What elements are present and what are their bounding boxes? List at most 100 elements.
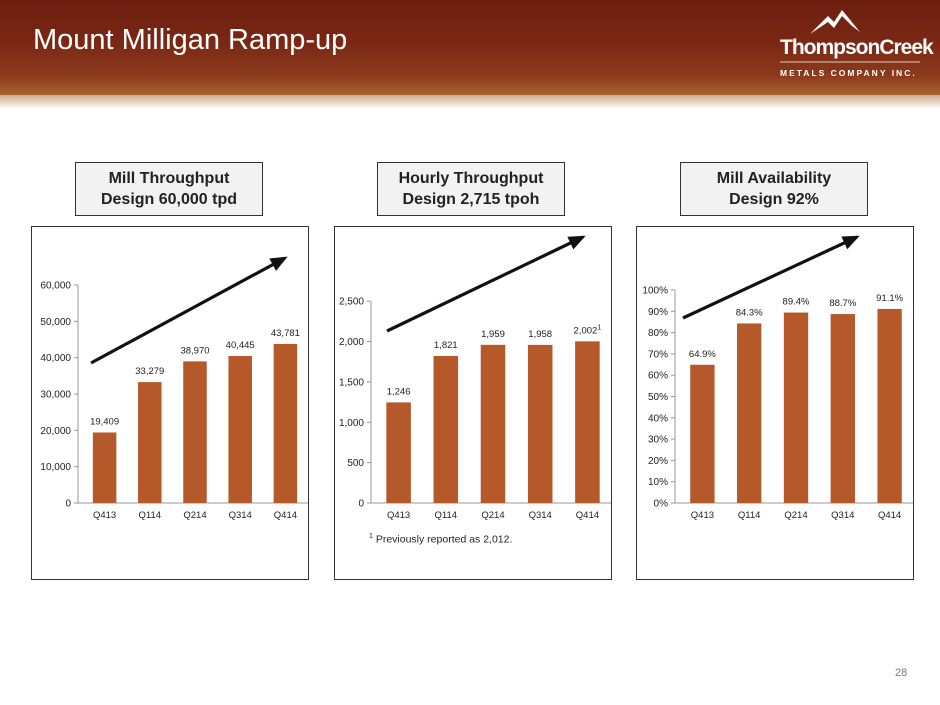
trend-arrow-head-icon: [567, 235, 586, 250]
y-tick-label: 20,000: [40, 426, 71, 437]
bar: [737, 323, 762, 503]
y-tick-label: 100%: [642, 286, 668, 297]
y-tick-label: 30%: [648, 435, 668, 446]
trend-arrow-line: [386, 235, 584, 333]
bar: [433, 355, 459, 503]
bar: [830, 314, 855, 503]
bar: [386, 402, 411, 503]
y-tick-label: 2,500: [339, 297, 364, 308]
hourly-throughput-panel: 0 500 1,000 1,500 2,000 2,500 1,246 Q413 1,821 Q1…: [334, 226, 612, 580]
x-tick-label: Q114: [435, 510, 458, 521]
data-label: 2,0021: [574, 324, 602, 336]
footnote-mark: 1: [369, 533, 373, 540]
trend-arrow-head-icon: [269, 256, 288, 271]
x-tick-label: Q114: [139, 510, 162, 521]
company-logo: ThompsonCreek METALS COMPANY INC.: [770, 4, 934, 88]
x-tick-label: Q314: [529, 510, 552, 521]
bar: [575, 341, 600, 503]
x-tick-label: Q114: [738, 510, 761, 521]
hourly-throughput-design: Design 2,715 tpoh: [402, 191, 540, 208]
x-tick-label: Q214: [183, 510, 206, 521]
logo-name: ThompsonCreek: [780, 36, 934, 59]
y-tick-label: 50%: [648, 392, 668, 403]
x-tick-label: Q414: [274, 510, 297, 521]
y-tick-label: 60,000: [40, 281, 71, 292]
x-tick-label: Q413: [387, 510, 410, 521]
data-label: 89.4%: [783, 297, 810, 308]
data-label: 43,781: [271, 328, 300, 339]
x-tick-label: Q414: [878, 510, 901, 521]
y-tick-label: 70%: [648, 349, 668, 360]
x-tick-label: Q314: [831, 510, 854, 521]
mountain-logo-icon: [780, 10, 920, 63]
bar: [92, 432, 117, 503]
y-tick-label: 60%: [648, 371, 668, 382]
y-tick-label: 1,000: [339, 418, 364, 429]
data-label: 1,821: [434, 340, 458, 351]
mill-throughput-design: Design 60,000 tpd: [100, 191, 238, 208]
y-tick-label: 2,000: [339, 337, 364, 348]
y-tick-label: 10%: [648, 477, 668, 488]
bar: [228, 356, 252, 503]
x-tick-label: Q413: [691, 510, 714, 521]
y-tick-label: 0%: [654, 499, 669, 510]
bar: [527, 344, 553, 503]
trend-arrow-line: [682, 235, 858, 320]
mill-throughput-panel: 0 10,000 20,000 30,000 40,000 50,000 60,000 19,…: [31, 226, 309, 580]
y-tick-label: 80%: [648, 328, 668, 339]
y-tick-label: 500: [347, 458, 364, 469]
y-tick-label: 0: [65, 499, 71, 510]
hourly-throughput-header: Hourly Throughput Design 2,715 tpoh: [377, 162, 565, 216]
data-label: 1,246: [387, 386, 411, 397]
mill-throughput-header: Mill Throughput Design 60,000 tpd: [75, 162, 263, 216]
x-tick-label: Q414: [576, 510, 599, 521]
bar: [783, 312, 809, 503]
bar: [877, 308, 902, 503]
data-label: 64.9%: [689, 349, 716, 360]
x-tick-label: Q314: [229, 510, 252, 521]
mill-throughput-chart: 0 10,000 20,000 30,000 40,000 50,000 60,000 19,…: [40, 256, 308, 521]
data-label: 91.1%: [876, 293, 903, 304]
data-label: 38,970: [180, 345, 209, 356]
header-banner: Mount Milligan Ramp-up ThompsonCreek MET…: [0, 0, 940, 109]
mill-availability-title: Mill Availability: [716, 170, 832, 187]
y-tick-label: 10,000: [40, 462, 71, 473]
logo-subtitle: METALS COMPANY INC.: [780, 68, 917, 78]
x-tick-label: Q413: [93, 510, 116, 521]
bar: [273, 343, 298, 503]
data-label: 1,959: [481, 329, 505, 340]
y-tick-label: 1,500: [339, 377, 364, 388]
x-tick-label: Q214: [784, 510, 807, 521]
y-tick-label: 0: [358, 499, 364, 510]
bar: [690, 364, 715, 503]
mill-availability-chart: 0% 10% 20% 30% 40% 50% 60% 70% 80% 90% 100% 64.9% Q4…: [642, 235, 913, 521]
trend-arrow-line: [90, 256, 286, 365]
mill-throughput-title: Mill Throughput: [108, 170, 230, 187]
y-tick-label: 90%: [648, 307, 668, 318]
x-tick-label: Q214: [481, 510, 504, 521]
mill-availability-header: Mill Availability Design 92%: [680, 162, 868, 216]
trend-arrow-head-icon: [841, 235, 860, 250]
hourly-throughput-chart: 0 500 1,000 1,500 2,000 2,500 1,246 Q413 1,821 Q1…: [339, 235, 611, 521]
y-tick-label: 30,000: [40, 390, 71, 401]
data-label-superscript: 1: [597, 324, 601, 331]
data-label: 40,445: [226, 340, 255, 351]
hourly-throughput-title: Hourly Throughput: [398, 170, 544, 187]
data-label: 88.7%: [829, 298, 856, 309]
bar: [480, 344, 506, 503]
page-number: 28: [895, 667, 908, 679]
data-label: 1,958: [528, 329, 552, 340]
footnote-text: Previously reported as 2,012.: [375, 533, 513, 546]
mill-availability-design: Design 92%: [729, 191, 819, 208]
y-tick-label: 50,000: [40, 317, 71, 328]
data-label: 33,279: [135, 366, 164, 377]
mill-availability-panel: 0% 10% 20% 30% 40% 50% 60% 70% 80% 90% 100% 64.9% Q4…: [636, 226, 914, 580]
y-tick-label: 20%: [648, 456, 668, 467]
bar: [183, 361, 207, 503]
data-label: 19,409: [90, 416, 119, 427]
y-tick-label: 40,000: [40, 353, 71, 364]
y-tick-label: 40%: [648, 413, 668, 424]
page-title: Mount Milligan Ramp-up: [33, 24, 348, 56]
data-label: 84.3%: [736, 307, 763, 318]
footnote: 1 Previously reported as 2,012.: [369, 533, 512, 546]
